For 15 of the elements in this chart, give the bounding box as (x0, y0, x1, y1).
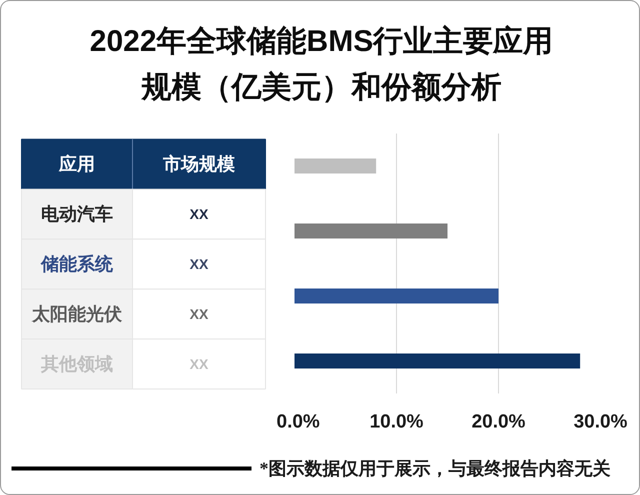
x-tick-label: 0.0% (276, 412, 320, 432)
text: XX (190, 306, 208, 322)
text: 市场规模 (162, 154, 235, 174)
x-tick-label: 30.0% (574, 412, 628, 432)
x-tick-label: 10.0% (370, 412, 424, 432)
category-label: 太阳能光伏 (31, 304, 123, 324)
text: XX (190, 256, 208, 272)
category-label: 储能系统 (40, 254, 114, 274)
x-tick-label: 20.0% (472, 412, 526, 432)
text: XX (190, 356, 208, 372)
text: *图示数据仅用于展示，与最终报告内容无关 (260, 458, 610, 478)
text: XX (190, 206, 208, 222)
text: 2022年全球储能BMS行业主要应用规模（亿美元）和份额分析 (90, 24, 554, 104)
text: 应用 (58, 154, 95, 174)
category-label: 电动汽车 (41, 204, 113, 224)
